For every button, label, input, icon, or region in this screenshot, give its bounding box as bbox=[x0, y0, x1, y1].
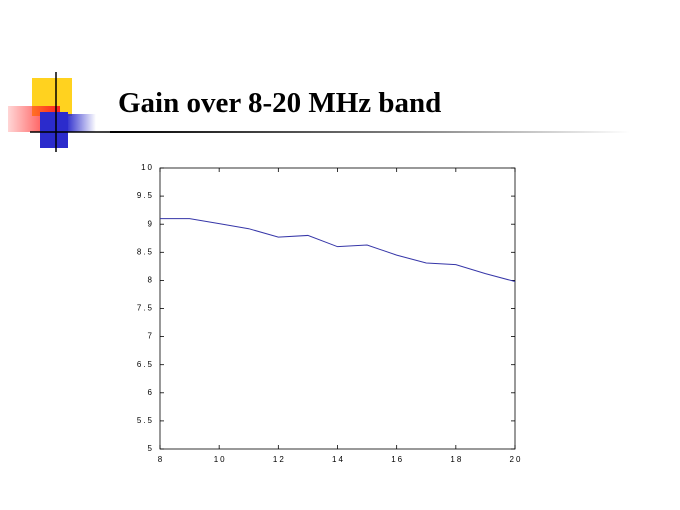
y-tick-label: 8.5 bbox=[137, 247, 154, 256]
x-tick-label: 8 bbox=[158, 455, 164, 464]
y-tick-label: 7.5 bbox=[137, 304, 154, 313]
y-tick-label: 6 bbox=[148, 388, 154, 397]
x-tick-label: 12 bbox=[273, 455, 286, 464]
y-tick-label: 9 bbox=[148, 219, 154, 228]
y-tick-label: 8 bbox=[148, 276, 154, 285]
data-line bbox=[160, 218, 516, 283]
y-tick-label: 7 bbox=[148, 332, 154, 341]
y-tick-label: 10 bbox=[141, 163, 154, 172]
x-tick-label: 18 bbox=[450, 455, 463, 464]
chart-title: Gain over 8-20 MHz band bbox=[118, 87, 441, 119]
x-tick-label: 20 bbox=[510, 455, 523, 464]
y-tick-label: 5.5 bbox=[137, 416, 154, 425]
y-tick-label: 6.5 bbox=[137, 360, 154, 369]
y-tick-label: 9.5 bbox=[137, 191, 154, 200]
x-tick-label: 14 bbox=[332, 455, 345, 464]
decoration bbox=[8, 72, 630, 152]
x-tick-label: 10 bbox=[214, 455, 227, 464]
y-tick-label: 5 bbox=[148, 444, 154, 453]
x-tick-label: 16 bbox=[391, 455, 404, 464]
plot-frame bbox=[159, 167, 516, 450]
